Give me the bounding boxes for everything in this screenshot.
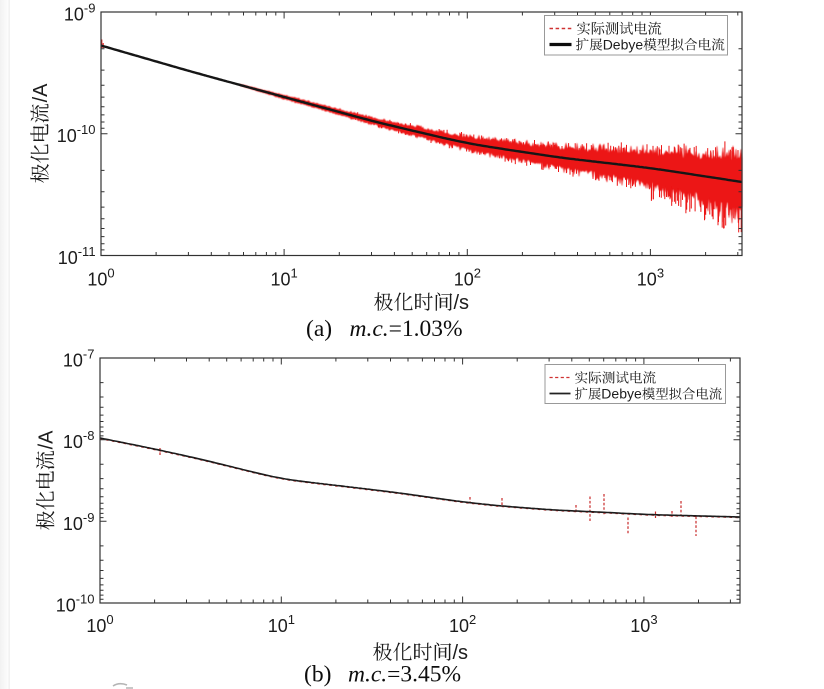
svg-text:103: 103 <box>630 612 657 636</box>
svg-text:102: 102 <box>454 266 481 290</box>
svg-text:10-10: 10-10 <box>57 122 96 146</box>
svg-text:/A: /A <box>36 430 58 450</box>
svg-text:10-10: 10-10 <box>56 592 95 616</box>
svg-text:101: 101 <box>268 612 295 636</box>
svg-text:/A: /A <box>30 83 52 103</box>
svg-text:m.c.=3.45%: m.c.=3.45% <box>348 662 461 688</box>
svg-text:10-11: 10-11 <box>58 244 96 268</box>
svg-text:101: 101 <box>271 266 298 290</box>
svg-text:10-9: 10-9 <box>64 1 96 25</box>
svg-text:/s: /s <box>453 642 469 664</box>
svg-text:102: 102 <box>449 612 476 636</box>
svg-text:m.c.=1.03%: m.c.=1.03% <box>350 316 463 342</box>
svg-text:Debye: Debye <box>601 386 642 402</box>
svg-text:Debye: Debye <box>603 37 644 53</box>
svg-text:/s: /s <box>454 292 470 314</box>
svg-text:100: 100 <box>87 266 114 290</box>
svg-text:100: 100 <box>86 612 113 636</box>
svg-text:10-8: 10-8 <box>63 428 95 452</box>
svg-text:103: 103 <box>637 266 664 290</box>
svg-text:10-7: 10-7 <box>63 347 95 371</box>
svg-text:(b): (b) <box>304 662 331 688</box>
svg-text:10-9: 10-9 <box>63 510 95 534</box>
svg-text:(a): (a) <box>306 316 332 342</box>
